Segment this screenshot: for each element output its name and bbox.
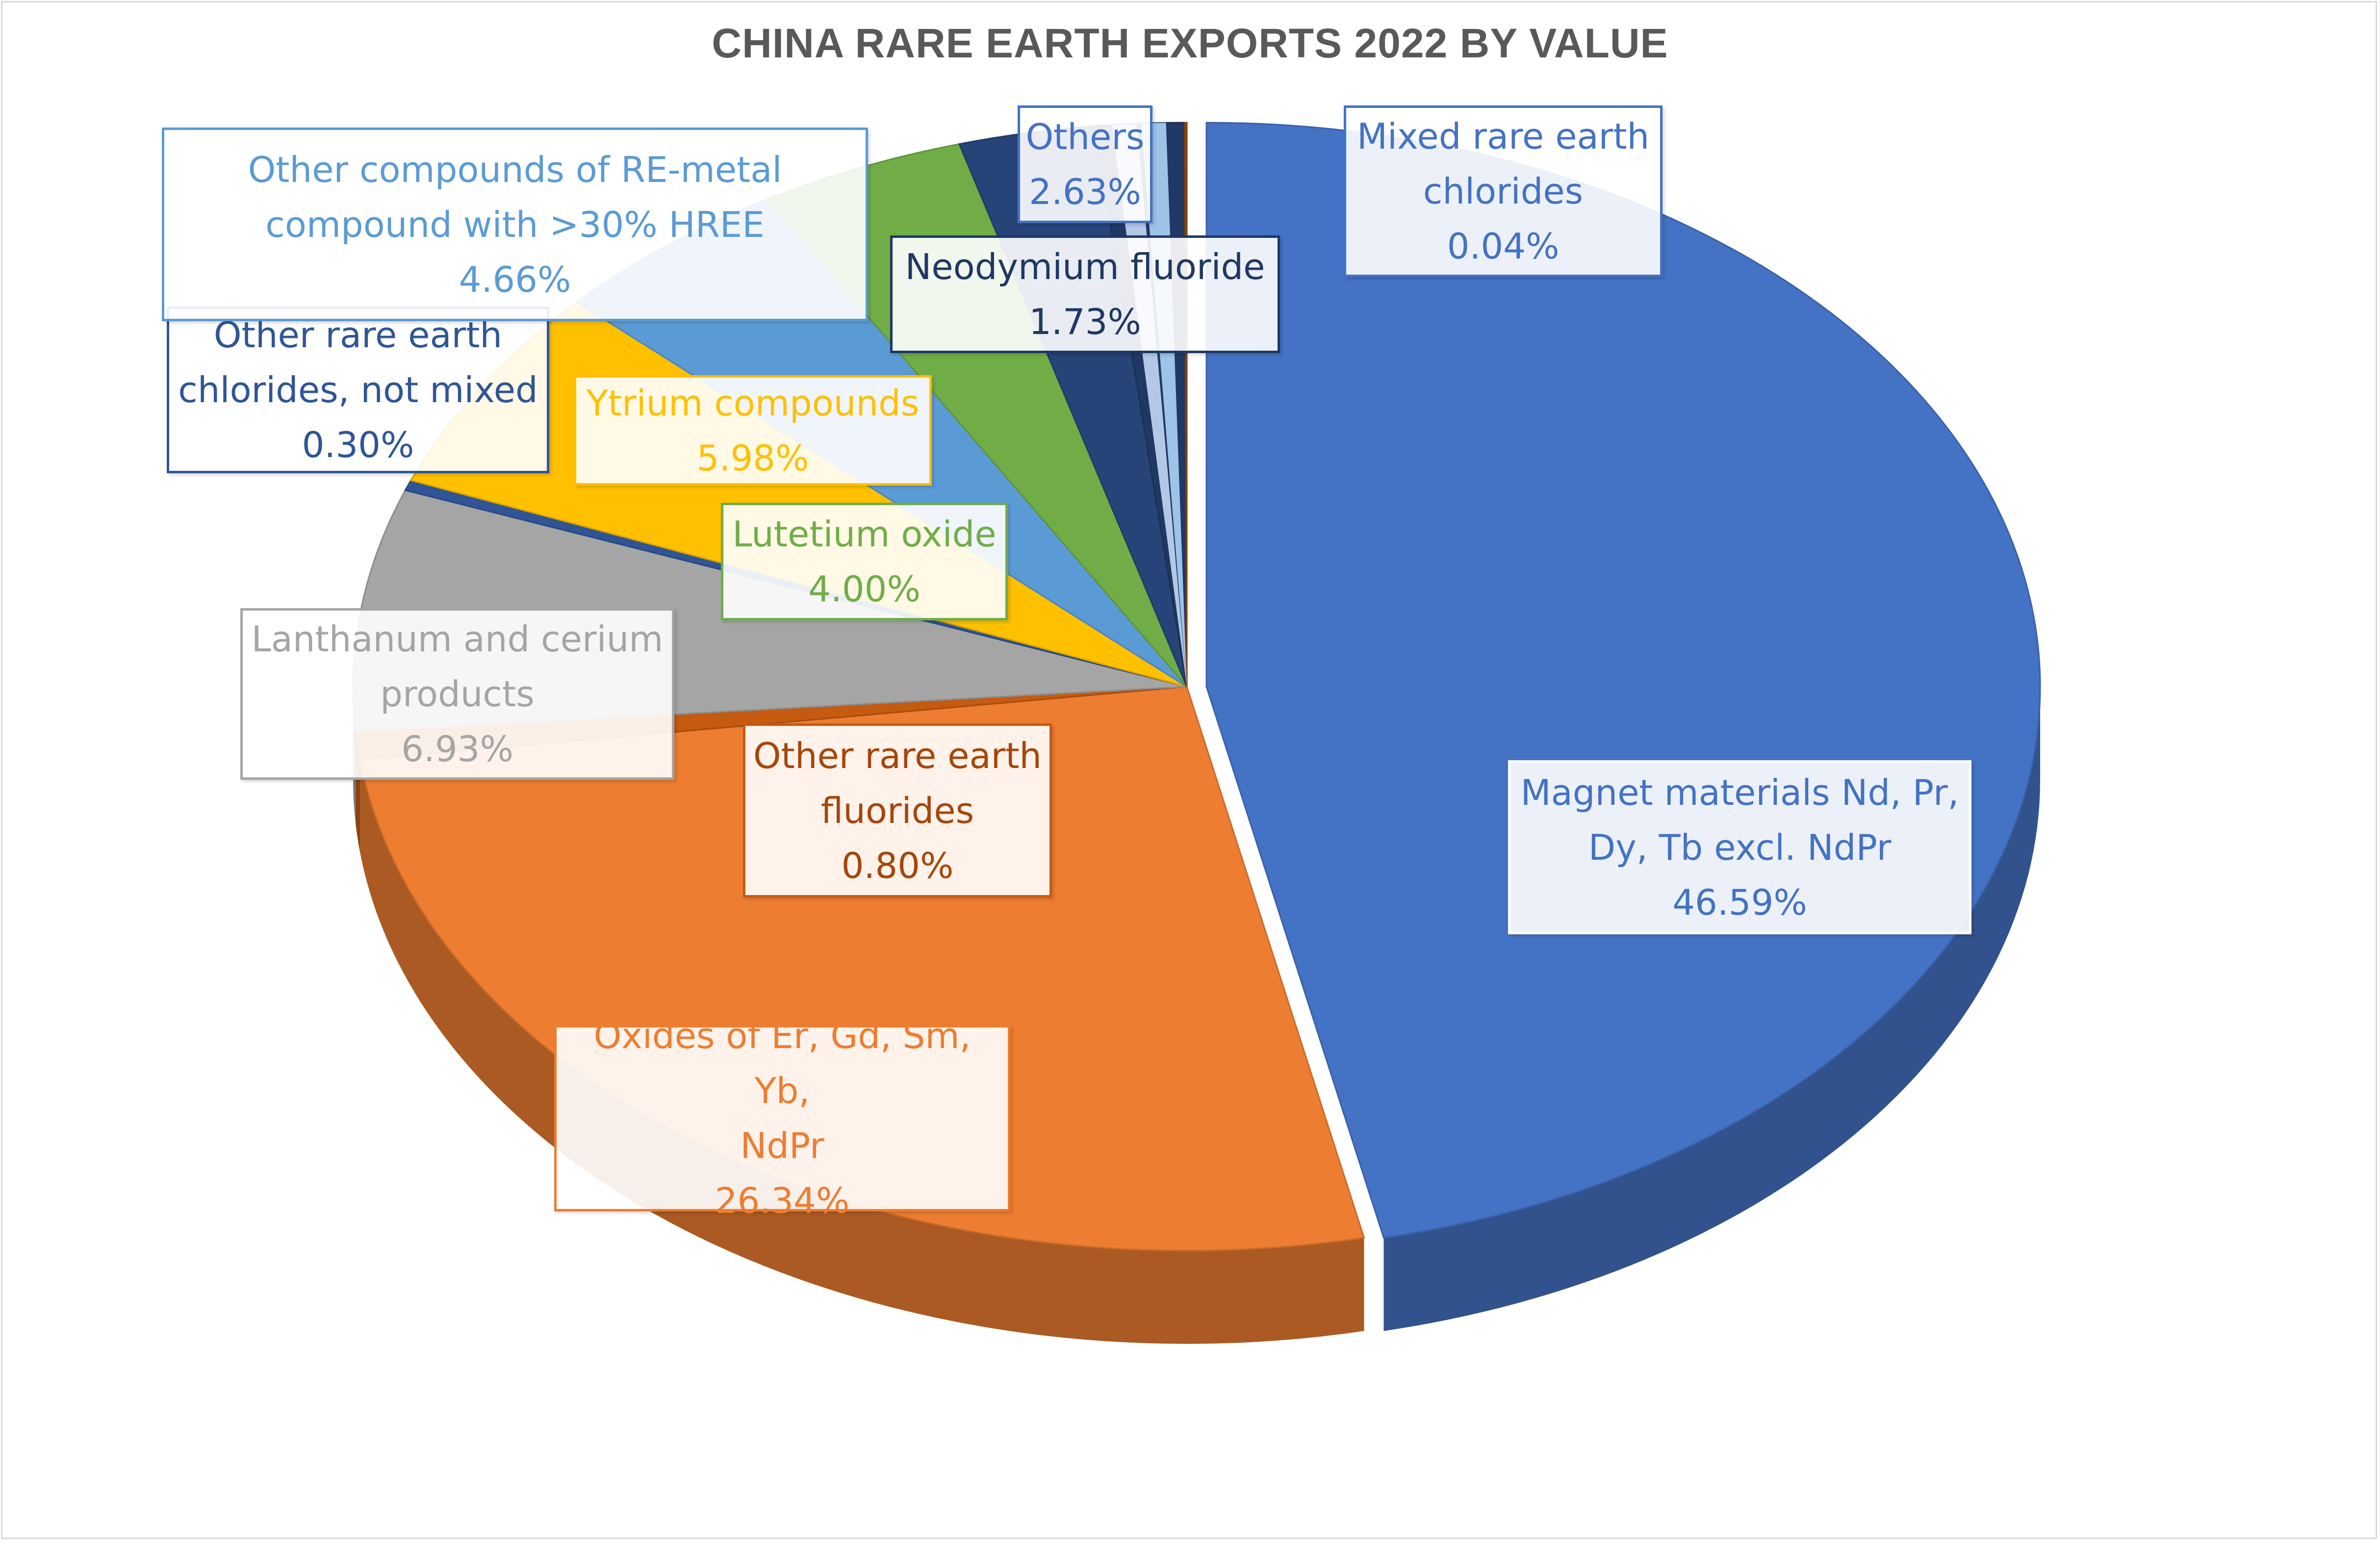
data-label-value: 46.59% <box>1672 881 1807 923</box>
data-label-category: products <box>380 673 535 715</box>
data-label-category: Oxides of Er, Gd, Sm, Yb, <box>593 1015 971 1111</box>
data-label-category: Lanthanum and cerium <box>251 618 664 660</box>
data-label-category: Other rare earth <box>213 314 503 356</box>
data-label-category: chlorides <box>1423 171 1584 212</box>
data-label-category: Others <box>1025 116 1145 157</box>
data-label-category: chlorides, not mixed <box>178 369 538 411</box>
data-label-value: 26.34% <box>715 1180 850 1221</box>
data-label-value: 1.73% <box>1029 301 1141 342</box>
data-label-fluorides: Other rare earth fluorides 0.80% <box>743 723 1052 898</box>
data-label-category: Other rare earth <box>753 735 1042 776</box>
data-label-hree: Other compounds of RE-metal compound with… <box>162 128 868 321</box>
data-label-category: Magnet materials Nd, Pr, <box>1520 771 1959 813</box>
data-label-value: 0.30% <box>302 424 414 465</box>
data-label-category: Ytrium compounds <box>586 382 920 424</box>
data-label-value: 4.00% <box>808 568 921 610</box>
data-label-lutetium: Lutetium oxide 4.00% <box>721 503 1008 620</box>
data-label-category: Other compounds of RE-metal <box>248 149 782 190</box>
data-label-mixed: Mixed rare earth chlorides 0.04% <box>1344 105 1663 277</box>
data-label-category: NdPr <box>740 1125 824 1166</box>
data-label-value: 6.93% <box>401 728 513 770</box>
data-label-value: 0.80% <box>841 845 954 886</box>
data-label-value: 4.66% <box>459 258 571 300</box>
pie-slice-side <box>1383 687 2040 1331</box>
pie-slice-side <box>360 760 1364 1344</box>
data-label-category: Lutetium oxide <box>732 514 997 555</box>
data-label-ytrium: Ytrium compounds 5.98% <box>574 375 932 486</box>
data-label-category: Dy, Tb excl. NdPr <box>1588 826 1892 868</box>
data-label-chlorides-not-mixed: Other rare earth chlorides, not mixed 0.30… <box>167 307 549 473</box>
data-label-others: Others 2.63% <box>1018 105 1152 223</box>
data-label-neodymium: Neodymium fluoride 1.73% <box>890 235 1280 353</box>
chart-title: CHINA RARE EARTH EXPORTS 2022 BY VALUE <box>712 20 1668 66</box>
data-label-value: 0.04% <box>1447 226 1560 267</box>
data-label-value: 2.63% <box>1029 171 1141 212</box>
data-label-category: compound with >30% HREE <box>265 204 765 245</box>
data-label-category: Neodymium fluoride <box>905 246 1265 287</box>
data-label-lanthanum: Lanthanum and cerium products 6.93% <box>240 608 674 780</box>
data-label-oxides: Oxides of Er, Gd, Sm, Yb, NdPr 26.34% <box>554 1015 1010 1221</box>
data-label-category: fluorides <box>820 790 974 831</box>
data-label-category: Mixed rare earth <box>1356 116 1650 157</box>
data-label-value: 5.98% <box>696 437 809 479</box>
data-label-magnet: Magnet materials Nd, Pr, Dy, Tb excl. NdP… <box>1508 760 1971 934</box>
